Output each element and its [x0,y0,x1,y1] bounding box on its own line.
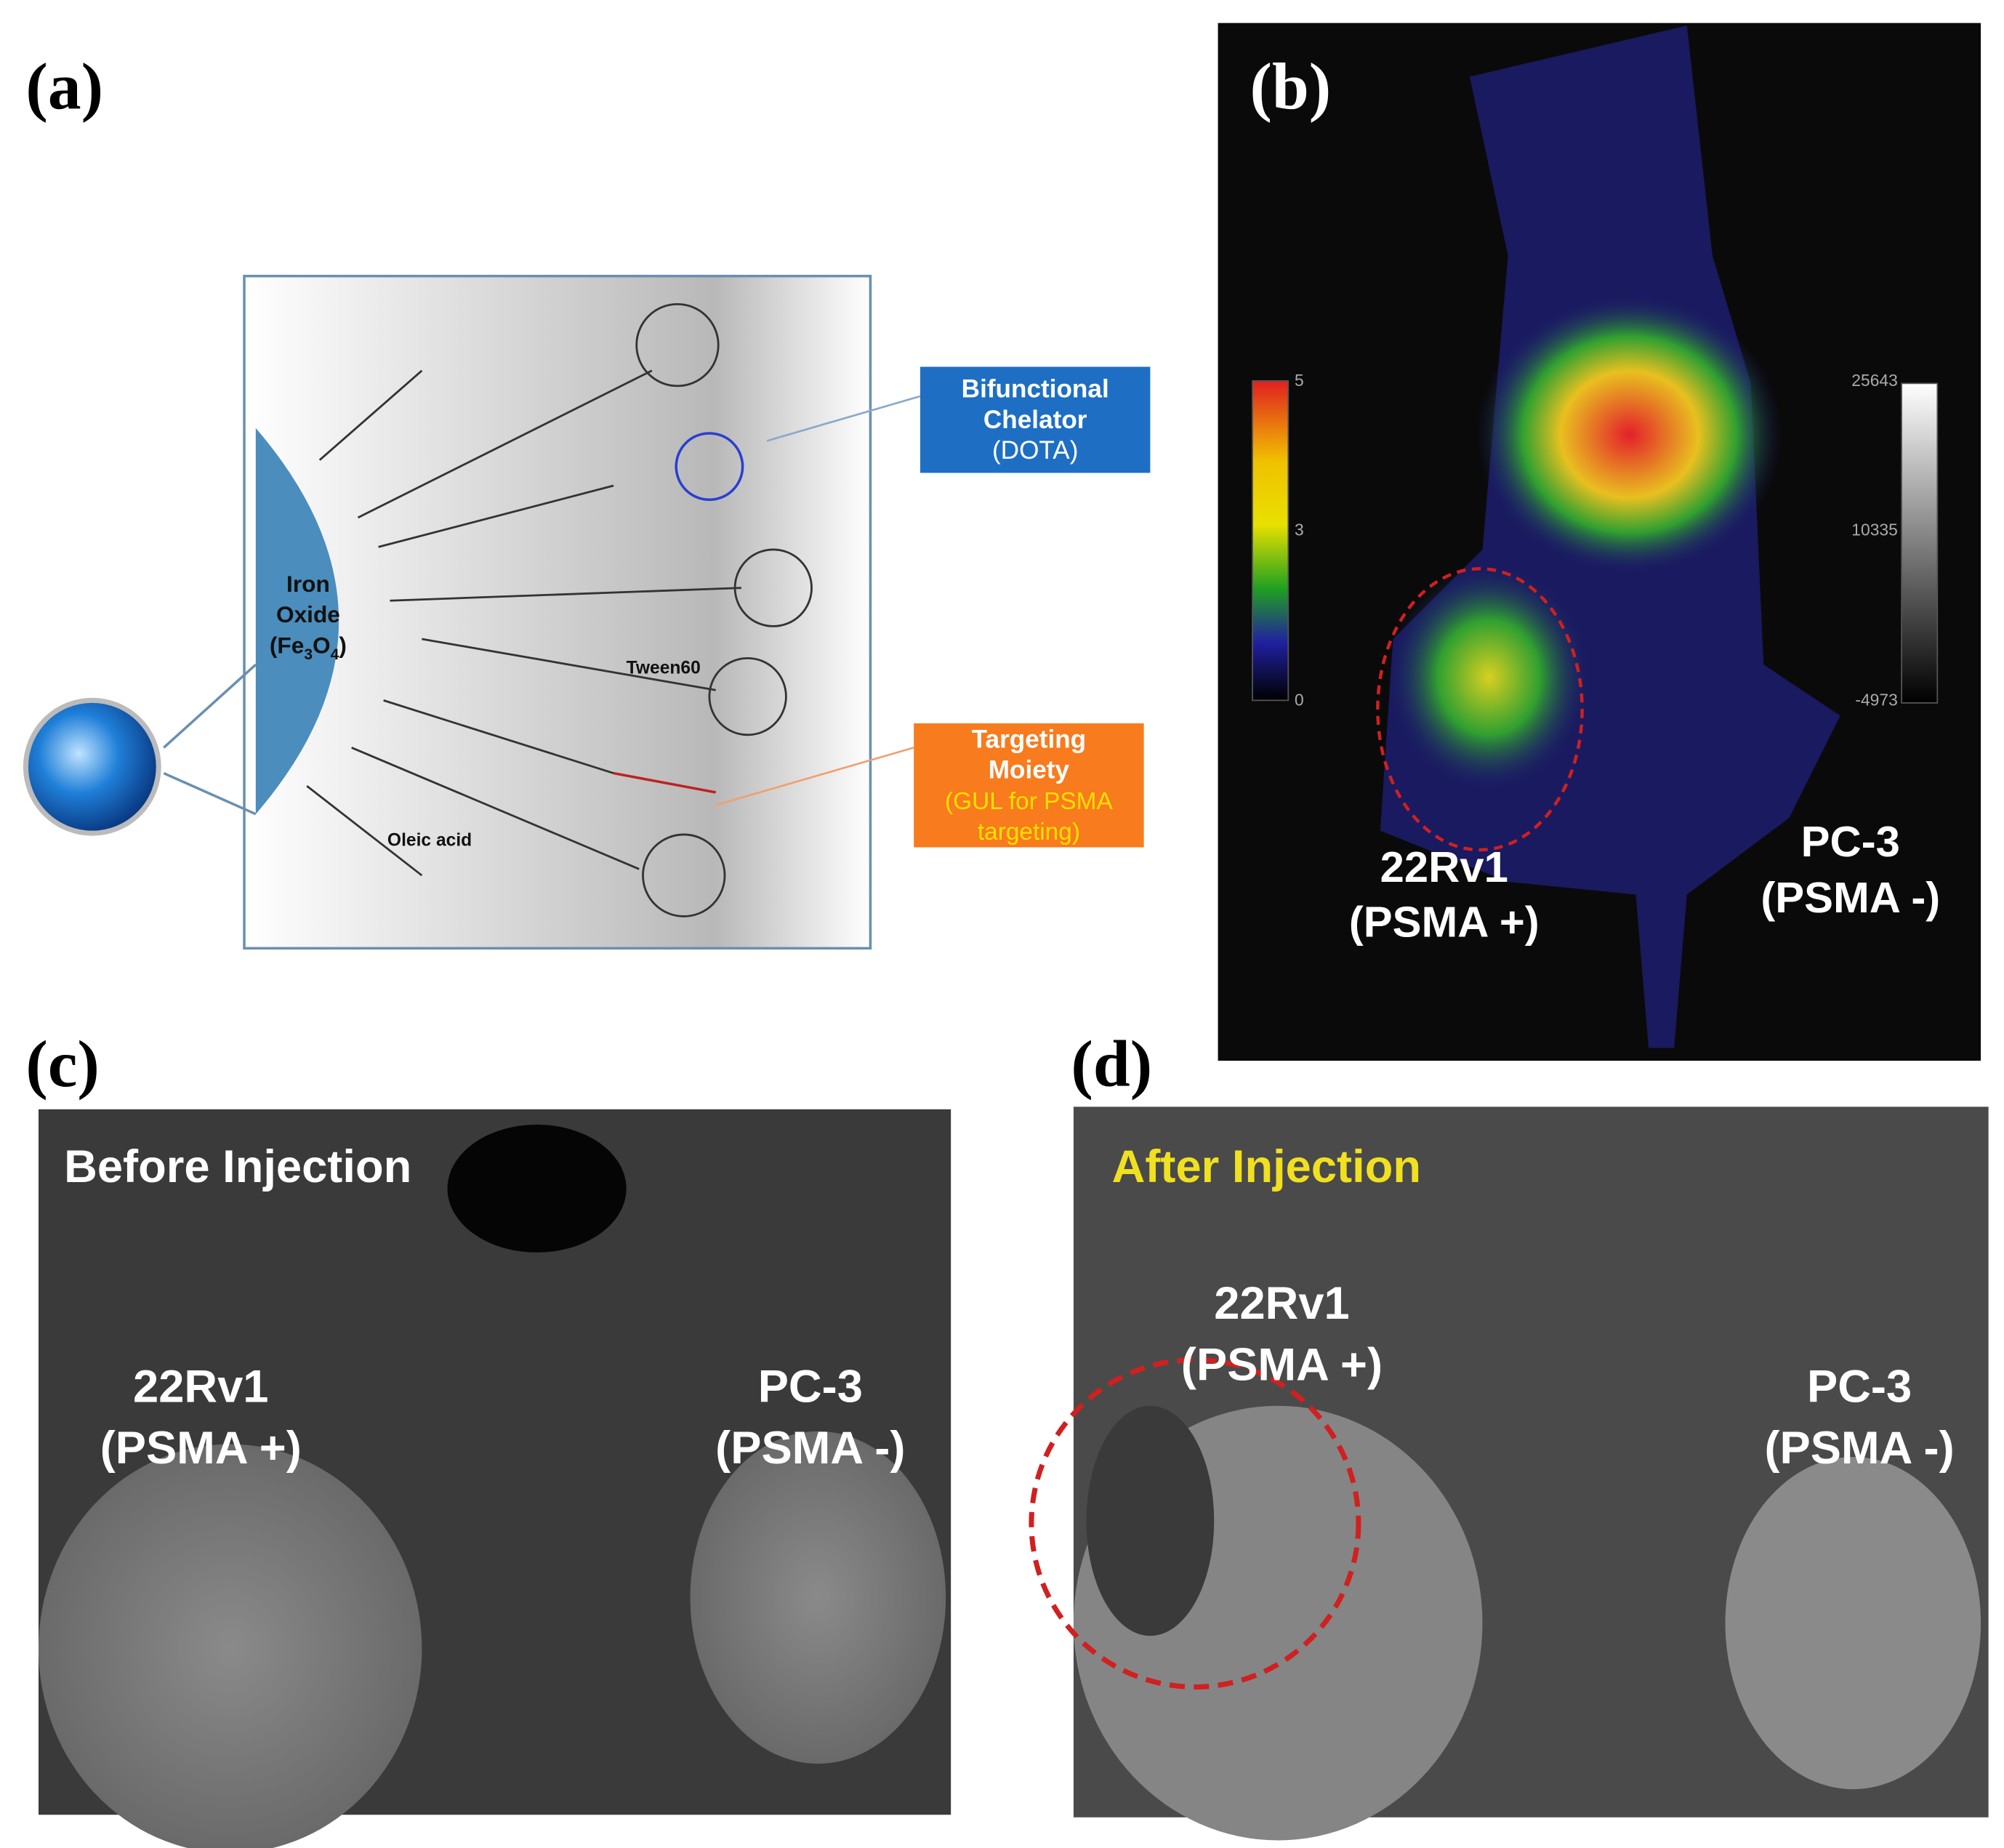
panel-d: (d) After Injection 22Rv1 (PSMA +) PC-3 … [1029,1027,1989,1841]
scale-label: 3 [1295,521,1304,539]
tween-label: Tween60 [627,658,701,678]
scale-label: 10335 [1851,521,1898,539]
color-scale [1252,379,1289,702]
cavity [447,1124,627,1253]
callout-line [715,747,914,806]
targeting-sub: (GUL for PSMA [945,788,1113,815]
panel-label: (d) [1071,1027,1152,1101]
tumor-uptake [1386,562,1591,792]
targeting-label: Moiety [989,756,1070,784]
core-formula: (Fe3O4) [270,632,347,663]
callout-line [766,395,921,442]
panel-b: (b) 5 3 0 25643 10335 -4973 22Rv1 (PSMA … [1218,23,1981,1061]
tumor-label: (PSMA -) [715,1423,905,1474]
tumor-label: (PSMA +) [100,1423,302,1474]
connector [163,771,257,816]
targeting-label: Targeting [972,725,1086,753]
tumor-outline [1376,567,1584,852]
chelator-label: (DOTA) [992,436,1078,465]
tumor-region [39,1444,422,1848]
formula-part: O [313,632,331,658]
core-label: Iron [286,571,330,597]
formula-part: ) [339,632,347,658]
chelator-label: Chelator [983,406,1087,434]
iron-oxide-core [255,427,339,814]
connector [163,663,257,749]
formula-part: 4 [331,646,339,663]
tumor-label: (PSMA +) [1349,898,1540,947]
tumor-label: 22Rv1 [1380,843,1508,891]
panel-label: (a) [25,49,103,123]
chelator-box [919,366,1151,473]
panel-a: (a) Iron Oxide (Fe3O4) Bifunctional [23,49,1151,950]
hot-spot [1476,294,1783,576]
contrast-darkening [1086,1405,1215,1636]
scale-label: 0 [1295,690,1304,709]
panel-c: (c) Before Injection 22Rv1 (PSMA +) PC-3… [25,1027,951,1848]
formula-part: (Fe [270,632,304,658]
schematic-box [243,274,872,950]
tumor-label: PC-3 [1801,817,1900,866]
scale-label: 5 [1295,371,1304,390]
tumor-region [690,1431,946,1764]
targeting-box [914,723,1144,848]
caption: Before Injection [64,1141,411,1192]
ligand-chains [306,302,813,917]
oleic-label: Oleic acid [387,831,472,851]
tumor-label: (PSMA -) [1760,873,1940,922]
tumor-label: 22Rv1 [1214,1278,1349,1329]
core-label: Oxide [276,601,340,627]
tumor-outline [1029,1357,1361,1690]
targeting-sub: targeting) [978,819,1080,845]
caption: After Injection [1112,1141,1421,1192]
panel-label: (c) [25,1027,99,1101]
formula-part: 3 [304,646,313,663]
panel-label: (b) [1250,49,1332,123]
tumor-label: (PSMA +) [1181,1340,1383,1391]
tumor-label: PC-3 [758,1361,863,1412]
nanoparticle-icon [23,697,161,836]
gray-scale [1901,382,1939,704]
scale-label: -4973 [1855,690,1897,709]
scale-label: 25643 [1851,371,1898,390]
tumor-label: PC-3 [1807,1361,1912,1412]
tumor-label: 22Rv1 [133,1361,268,1412]
tumor-label: (PSMA -) [1764,1423,1954,1474]
chelator-label: Bifunctional [962,375,1109,403]
tumor-region [1725,1457,1981,1790]
